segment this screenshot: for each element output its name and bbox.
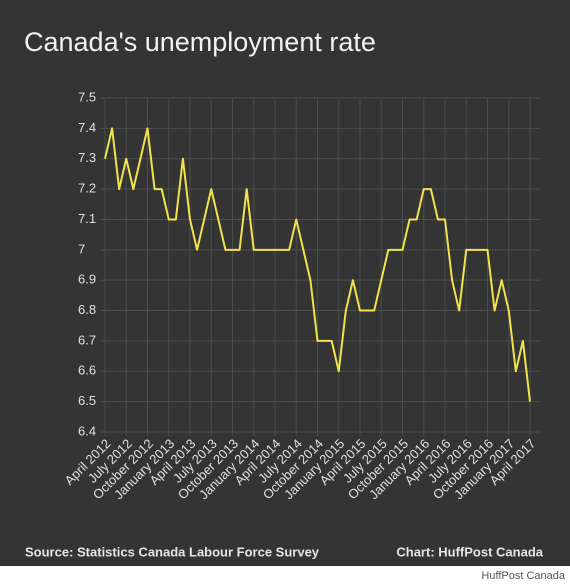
y-tick-label: 7 xyxy=(78,241,85,256)
chart-title: Canada's unemployment rate xyxy=(24,27,376,57)
y-tick-label: 6.6 xyxy=(78,363,96,378)
line xyxy=(104,127,531,402)
y-tick-label: 6.9 xyxy=(78,272,96,287)
y-tick-label: 6.5 xyxy=(78,393,96,408)
y-tick-label: 6.8 xyxy=(78,302,96,317)
y-tick-label: 7.3 xyxy=(78,150,96,165)
y-tick-label: 7.5 xyxy=(78,89,96,104)
y-tick-label: 7.4 xyxy=(78,120,96,135)
y-tick-label: 6.7 xyxy=(78,332,96,347)
watermark: HuffPost Canada xyxy=(481,570,565,582)
credit: Chart: HuffPost Canada xyxy=(396,544,543,559)
y-tick-label: 7.1 xyxy=(78,211,96,226)
source: Source: Statistics Canada Labour Force S… xyxy=(25,544,320,559)
background xyxy=(0,0,570,566)
y-tick-label: 7.2 xyxy=(78,181,96,196)
y-tick-label: 6.4 xyxy=(78,423,96,438)
